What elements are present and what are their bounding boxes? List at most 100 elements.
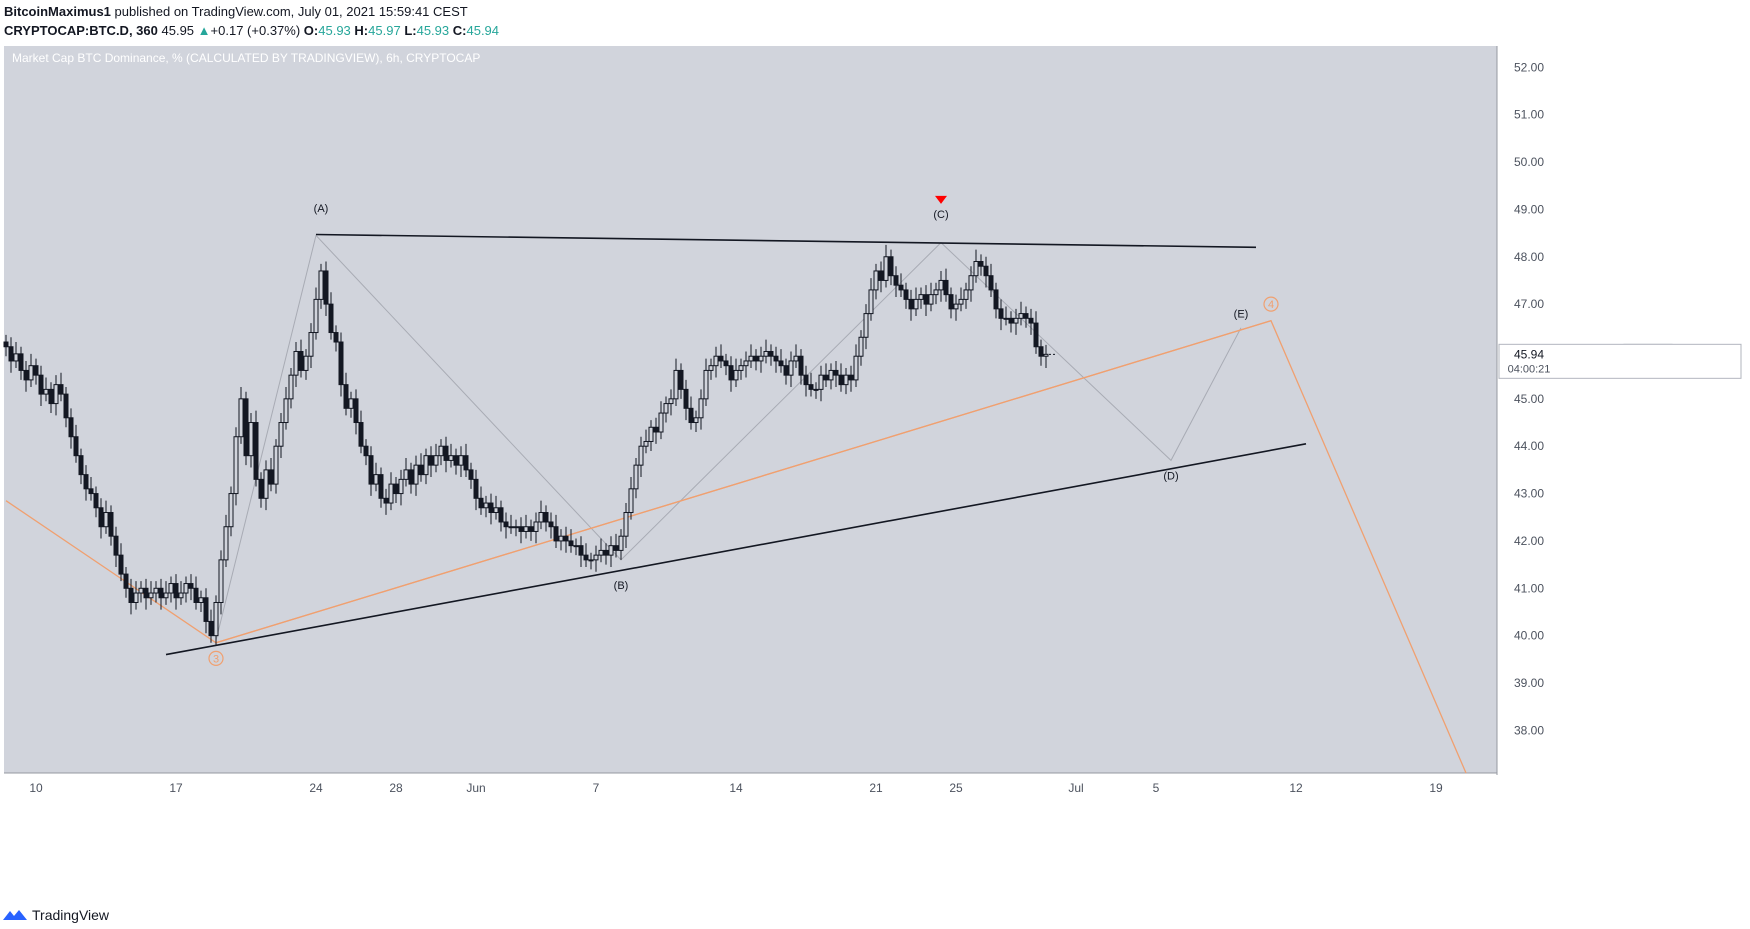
candle[interactable] — [408, 469, 414, 485]
candle[interactable] — [73, 436, 79, 457]
candle[interactable] — [638, 445, 644, 466]
candle[interactable] — [283, 398, 289, 424]
candle[interactable] — [488, 502, 494, 514]
candle[interactable] — [843, 374, 849, 386]
candle[interactable] — [273, 445, 279, 485]
candle[interactable] — [598, 549, 604, 556]
price-axis[interactable]: 52.0051.0050.0049.0048.0047.0046.0045.00… — [1514, 60, 1544, 737]
candle[interactable] — [478, 497, 484, 509]
candle[interactable] — [328, 303, 334, 334]
candle[interactable] — [83, 474, 89, 490]
candle[interactable] — [348, 398, 354, 409]
candle[interactable] — [188, 583, 194, 589]
candle[interactable] — [363, 445, 369, 457]
candle[interactable] — [503, 521, 509, 528]
candle[interactable] — [213, 601, 219, 637]
candle[interactable] — [288, 374, 294, 400]
candle[interactable] — [763, 350, 769, 357]
trendline-upper-resistance[interactable] — [315, 233, 1257, 249]
candle[interactable] — [643, 440, 649, 447]
candle[interactable] — [268, 469, 274, 485]
candle[interactable] — [1043, 353, 1049, 357]
candle[interactable] — [1013, 317, 1019, 324]
candle[interactable] — [253, 422, 259, 480]
candle[interactable] — [663, 403, 669, 414]
candle[interactable] — [718, 355, 724, 362]
candle[interactable] — [768, 350, 774, 357]
candle[interactable] — [568, 540, 574, 547]
candle[interactable] — [233, 436, 239, 495]
candle[interactable] — [743, 360, 749, 367]
candle[interactable] — [708, 365, 714, 371]
candle[interactable] — [673, 369, 679, 400]
candle[interactable] — [528, 526, 534, 532]
candle[interactable] — [8, 346, 14, 362]
candle[interactable] — [428, 455, 434, 466]
candle[interactable] — [583, 554, 589, 561]
candle[interactable] — [418, 464, 424, 476]
candle[interactable] — [848, 374, 854, 381]
candle[interactable] — [553, 526, 559, 542]
candle[interactable] — [258, 478, 264, 499]
candle[interactable] — [438, 445, 444, 457]
candle[interactable] — [888, 256, 894, 277]
candle[interactable] — [798, 355, 804, 376]
candle[interactable] — [993, 289, 999, 310]
candle[interactable] — [263, 469, 269, 499]
candle[interactable] — [198, 597, 204, 603]
candle[interactable] — [153, 587, 159, 594]
candle[interactable] — [218, 559, 224, 603]
candle[interactable] — [3, 341, 9, 348]
plot-area[interactable] — [4, 46, 1497, 773]
candle[interactable] — [228, 493, 234, 528]
candle[interactable] — [93, 493, 99, 509]
candle[interactable] — [88, 488, 94, 495]
candle[interactable] — [38, 374, 44, 395]
candle[interactable] — [973, 260, 979, 277]
candle[interactable] — [63, 393, 69, 419]
candle[interactable] — [393, 483, 399, 495]
candle[interactable] — [633, 464, 639, 490]
candle[interactable] — [113, 535, 119, 556]
trendline-lower-support[interactable] — [165, 443, 1307, 656]
candle[interactable] — [883, 256, 889, 281]
candle[interactable] — [1003, 317, 1009, 320]
candle[interactable] — [878, 270, 884, 281]
candle[interactable] — [683, 388, 689, 409]
candle[interactable] — [948, 294, 954, 310]
candle[interactable] — [168, 583, 174, 594]
candle[interactable] — [118, 554, 124, 575]
trendline-orange-wave-line[interactable] — [215, 320, 1272, 644]
candle[interactable] — [318, 270, 324, 300]
candle[interactable] — [498, 507, 504, 523]
candle[interactable] — [733, 369, 739, 381]
candle[interactable] — [458, 455, 464, 466]
candle[interactable] — [893, 275, 899, 286]
candle[interactable] — [523, 526, 529, 532]
candle[interactable] — [303, 355, 309, 371]
candle[interactable] — [573, 545, 579, 548]
candle[interactable] — [588, 559, 594, 562]
candle[interactable] — [983, 265, 989, 277]
candle[interactable] — [563, 535, 569, 542]
candle[interactable] — [868, 289, 874, 315]
candle[interactable] — [238, 398, 244, 438]
candle[interactable] — [838, 374, 844, 386]
candle[interactable] — [998, 308, 1004, 319]
candle[interactable] — [103, 512, 109, 528]
candle[interactable] — [18, 353, 24, 371]
candle[interactable] — [353, 398, 359, 424]
candle[interactable] — [293, 350, 299, 376]
candle[interactable] — [808, 384, 814, 390]
candle[interactable] — [533, 521, 539, 532]
candle[interactable] — [183, 583, 189, 594]
candle[interactable] — [813, 388, 819, 391]
candle[interactable] — [433, 455, 439, 466]
candle[interactable] — [858, 336, 864, 357]
candle[interactable] — [383, 497, 389, 504]
candle[interactable] — [508, 526, 514, 529]
candle[interactable] — [793, 355, 799, 362]
candle[interactable] — [853, 355, 859, 381]
candle[interactable] — [828, 369, 834, 381]
candle[interactable] — [278, 422, 284, 447]
